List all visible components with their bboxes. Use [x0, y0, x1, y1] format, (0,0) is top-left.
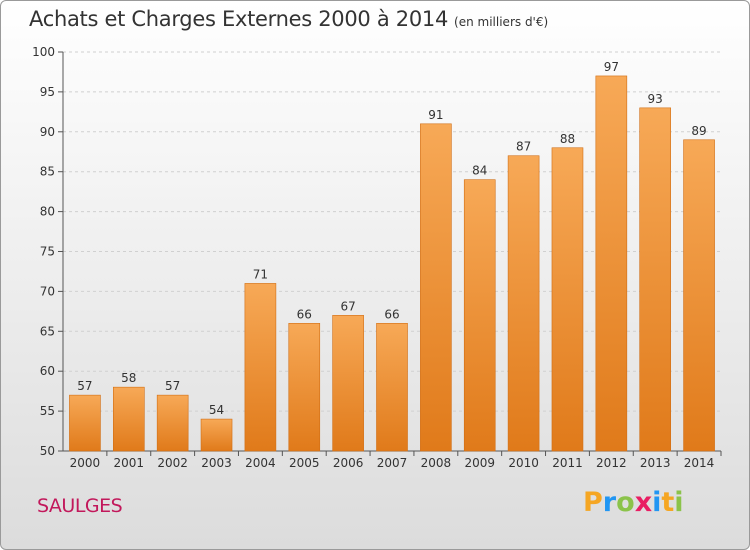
y-tick-label: 55: [40, 404, 55, 418]
logo-letter: i: [674, 487, 684, 518]
logo-letter: i: [652, 487, 662, 518]
bar: [200, 418, 233, 452]
x-tick-label: 2005: [289, 456, 320, 470]
data-label: 67: [340, 299, 355, 313]
x-tick-label: 2006: [333, 456, 364, 470]
data-label: 71: [253, 267, 268, 281]
logo-letter: P: [583, 487, 603, 518]
x-tick-label: 2002: [157, 456, 188, 470]
logo-letter: t: [661, 487, 675, 518]
x-tick-label: 2011: [552, 456, 583, 470]
logo-letter: o: [616, 487, 635, 518]
x-tick-label: 2014: [684, 456, 715, 470]
bar: [332, 315, 364, 452]
y-tick-label: 95: [40, 85, 55, 99]
bar: [244, 283, 277, 452]
logo-letter: r: [602, 487, 617, 518]
x-tick-label: 2008: [421, 456, 452, 470]
proxiti-logo[interactable]: Proxiti: [583, 487, 684, 518]
chart-subtitle: (en milliers d'€): [454, 15, 549, 29]
commune-name: SAULGES: [37, 495, 123, 517]
x-tick-label: 2013: [640, 456, 671, 470]
bar: [113, 386, 145, 452]
x-tick-label: 2001: [114, 456, 145, 470]
x-tick-label: 2000: [70, 456, 101, 470]
x-tick-label: 2004: [245, 456, 276, 470]
y-tick-label: 75: [40, 245, 55, 259]
bar: [551, 147, 584, 452]
bar: [69, 394, 101, 452]
bar: [420, 123, 452, 452]
data-label: 84: [472, 164, 487, 178]
chart-title: Achats et Charges Externes 2000 à 2014 (e…: [29, 7, 548, 31]
y-tick-label: 85: [40, 165, 55, 179]
x-tick-label: 2012: [596, 456, 627, 470]
data-label: 93: [648, 92, 663, 106]
bar: [595, 75, 628, 452]
bar: [639, 107, 672, 452]
data-label: 66: [384, 307, 399, 321]
data-label: 89: [691, 124, 706, 138]
y-tick-label: 90: [40, 125, 55, 139]
y-tick-label: 50: [40, 444, 55, 458]
data-label: 57: [165, 379, 180, 393]
data-label: 57: [77, 379, 92, 393]
bar: [507, 155, 540, 452]
bar: [683, 139, 715, 452]
x-tick-label: 2010: [508, 456, 539, 470]
bar: [463, 179, 496, 452]
data-label: 54: [209, 403, 224, 417]
bar: [376, 323, 408, 452]
bar: [156, 394, 189, 452]
data-label: 91: [428, 108, 443, 122]
x-tick-label: 2007: [377, 456, 408, 470]
data-label: 87: [516, 140, 531, 154]
y-tick-label: 100: [32, 45, 55, 59]
logo-letter: x: [634, 487, 653, 518]
y-tick-label: 80: [40, 205, 55, 219]
x-tick-label: 2009: [464, 456, 495, 470]
chart-title-text: Achats et Charges Externes 2000 à 2014: [29, 7, 449, 31]
data-label: 66: [297, 307, 312, 321]
data-label: 97: [604, 60, 619, 74]
bar: [288, 323, 321, 452]
y-tick-label: 60: [40, 364, 55, 378]
y-tick-label: 65: [40, 324, 55, 338]
x-tick-label: 2003: [201, 456, 232, 470]
data-label: 58: [121, 371, 136, 385]
data-label: 88: [560, 132, 575, 146]
y-tick-label: 70: [40, 284, 55, 298]
